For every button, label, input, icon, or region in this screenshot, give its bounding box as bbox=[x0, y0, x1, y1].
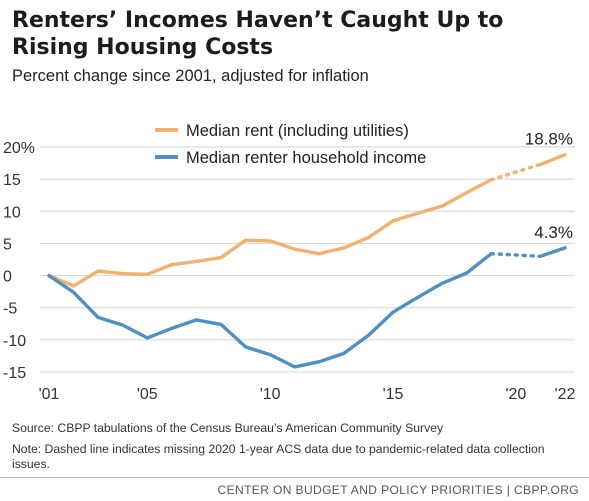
source-note: Source: CBPP tabulations of the Census B… bbox=[12, 421, 444, 435]
x-tick-label: '05 bbox=[137, 386, 158, 403]
x-tick-label: '22 bbox=[555, 386, 576, 403]
y-tick-label: -5 bbox=[3, 301, 17, 318]
series-line bbox=[538, 246, 567, 258]
y-tick-label: 20% bbox=[3, 140, 35, 157]
y-tick-label: 10 bbox=[3, 204, 21, 221]
x-tick-label: '01 bbox=[39, 386, 60, 403]
series-line bbox=[47, 178, 493, 288]
y-tick-label: -15 bbox=[3, 365, 26, 382]
series-gap-dashed bbox=[489, 162, 543, 182]
x-tick-label: '10 bbox=[260, 386, 281, 403]
chart-title: Renters’ Incomes Haven’t Caught Up to Ri… bbox=[12, 8, 504, 60]
line-chart: -15 -10 -5 0 5 10 15 20% '01 '05 '10 '15 '20 '22 18.8%… bbox=[3, 122, 576, 403]
y-tick-label: 0 bbox=[3, 269, 12, 286]
y-tick-label: -10 bbox=[3, 333, 26, 350]
chart-subtitle: Percent change since 2001, adjusted for … bbox=[12, 67, 369, 85]
legend-label: Median renter household income bbox=[186, 149, 426, 167]
footer-org: CENTER ON BUDGET AND POLICY PRIORITIES |… bbox=[217, 483, 579, 497]
legend-label: Median rent (including utilities) bbox=[186, 122, 409, 140]
footer-bar: CENTER ON BUDGET AND POLICY PRIORITIES |… bbox=[0, 477, 589, 501]
series-line bbox=[538, 153, 567, 167]
x-tick-label: '15 bbox=[383, 386, 404, 403]
end-value-label: 4.3% bbox=[534, 223, 573, 242]
series-gap-dashed bbox=[489, 252, 543, 258]
data-note: Note: Dashed line indicates missing 2020… bbox=[12, 442, 545, 471]
end-value-label: 18.8% bbox=[525, 130, 573, 149]
y-tick-label: 15 bbox=[3, 172, 21, 189]
series-line bbox=[47, 252, 493, 369]
y-tick-label: 5 bbox=[3, 236, 12, 253]
x-tick-label: '20 bbox=[505, 386, 526, 403]
